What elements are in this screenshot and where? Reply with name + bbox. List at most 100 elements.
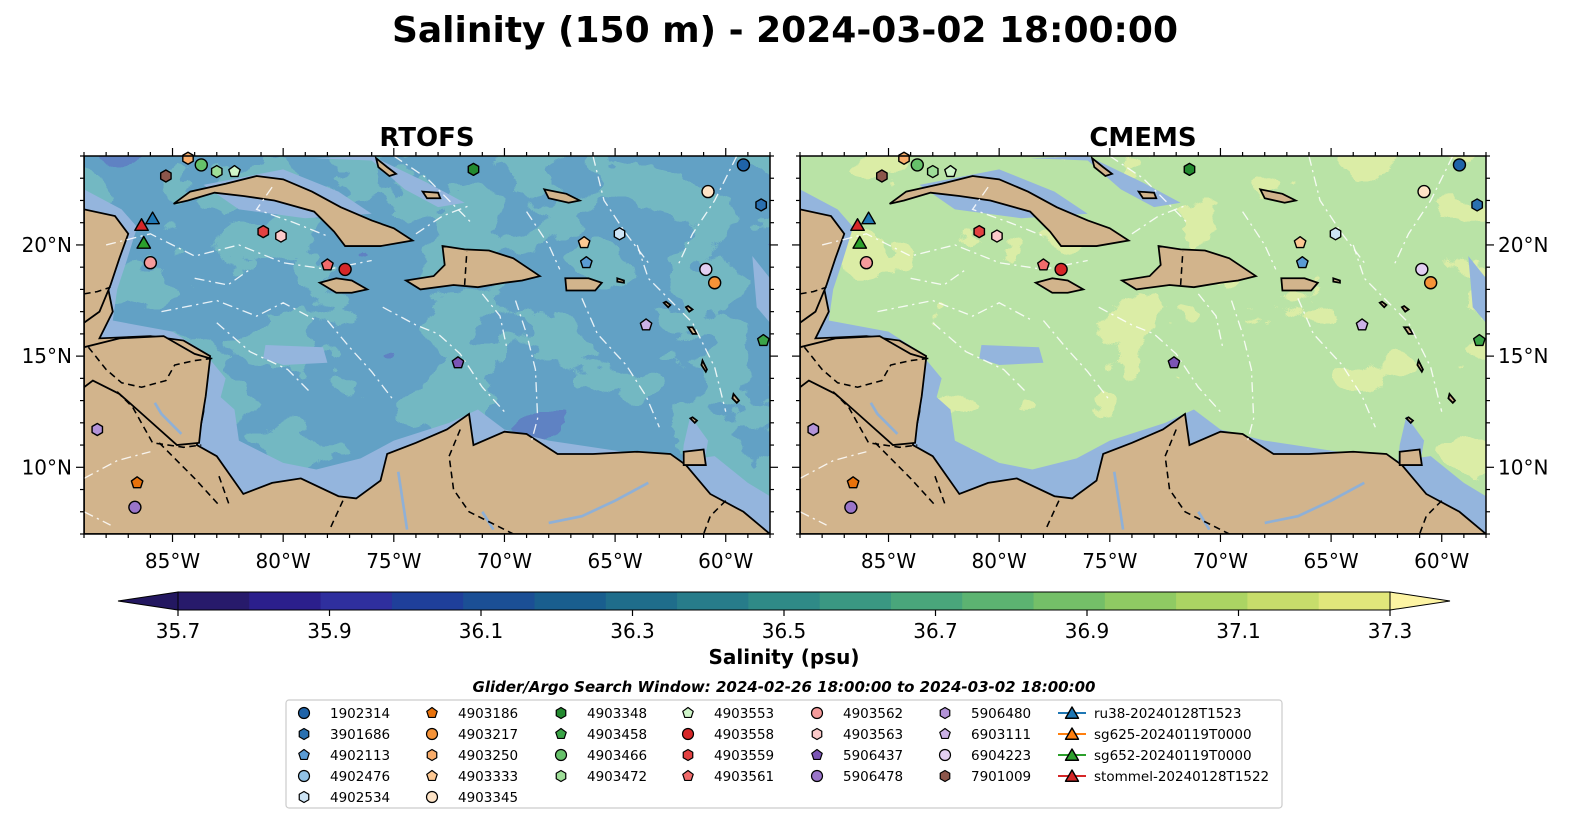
legend-marker	[811, 727, 823, 741]
legend-label: 4902534	[330, 790, 390, 806]
colorbar-tick-label: 36.3	[610, 619, 655, 643]
legend-marker	[681, 727, 695, 741]
legend-label: 4903348	[587, 706, 647, 722]
colorbar-bin	[534, 592, 607, 610]
float-5906480	[807, 422, 820, 437]
legend-label: 6903111	[971, 727, 1031, 743]
legend-marker	[1064, 769, 1080, 782]
colorbar-tick-label: 36.9	[1065, 619, 1110, 643]
float-4903345	[701, 184, 715, 199]
legend-marker	[426, 748, 438, 762]
colorbar-bin	[748, 592, 821, 610]
legend-marker	[425, 790, 439, 804]
legend-marker	[939, 727, 951, 740]
colorbar-tick-label: 36.1	[459, 619, 504, 643]
legend-label: 4903458	[587, 727, 647, 743]
colorbar-bin	[320, 592, 393, 610]
float-4903561	[321, 258, 334, 271]
legend-label: 5906437	[843, 748, 903, 764]
colorbar-bin	[463, 592, 536, 610]
legend-marker	[682, 706, 694, 719]
float-4902113	[1295, 256, 1309, 269]
map-area	[800, 156, 1486, 534]
float-4903561	[1037, 258, 1050, 271]
legend-label: sg625-20240119T0000	[1094, 727, 1252, 743]
float-4903466	[910, 158, 924, 172]
legend-label: 3901686	[330, 727, 390, 743]
float-4903562	[859, 256, 874, 270]
legend-label: 4903562	[843, 706, 903, 722]
x-tick-label: 80°W	[256, 549, 311, 573]
legend-marker	[298, 727, 310, 741]
float-4903558	[338, 262, 352, 277]
float-4903217	[1423, 276, 1438, 290]
float-4903472	[926, 164, 939, 179]
colorbar-tick-label: 35.7	[156, 619, 201, 643]
legend-marker	[297, 769, 311, 783]
legend-marker	[810, 769, 824, 783]
colorbar-bin	[1176, 592, 1249, 610]
legend-label: 4902476	[330, 769, 390, 785]
legend-label: 4903563	[843, 727, 903, 743]
legend-label: 4903217	[458, 727, 518, 743]
float-4903345	[1417, 184, 1431, 199]
colorbar-under-extension	[117, 591, 179, 611]
float-4903250	[898, 151, 910, 165]
float-1902314	[736, 158, 751, 172]
legend-marker	[1064, 748, 1080, 761]
float-4903562	[143, 256, 158, 270]
x-tick-label: 65°W	[1303, 549, 1358, 573]
float-5906478	[128, 500, 142, 515]
float-4902534	[613, 227, 626, 241]
legend-marker	[682, 748, 694, 762]
legend-label: 4902113	[330, 748, 390, 764]
legend-label: 4903553	[714, 706, 774, 722]
colorbar-tick-label: 37.1	[1216, 619, 1261, 643]
float-4903458	[1472, 333, 1486, 347]
legend-label: 4903345	[458, 790, 518, 806]
legend-marker	[939, 706, 951, 720]
float-6903111	[1355, 318, 1369, 331]
legend-label: 6904223	[971, 748, 1031, 764]
glider-ru38	[861, 211, 877, 225]
legend-marker	[426, 769, 438, 782]
legend-label: ru38-20240128T1523	[1094, 706, 1241, 722]
y-tick-label: 10°N	[22, 455, 72, 479]
float-5906480	[91, 422, 104, 437]
x-tick-label: 65°W	[587, 549, 642, 573]
x-tick-label: 70°W	[477, 549, 532, 573]
colorbar-bin	[890, 592, 963, 610]
legend-marker	[425, 727, 439, 741]
float-4903250	[182, 151, 194, 165]
legend-marker	[555, 706, 567, 720]
legend-label: 4903333	[458, 769, 518, 785]
y-tick-label: 15°N	[22, 344, 72, 368]
colorbar-bin	[1104, 592, 1177, 610]
float-4903333	[577, 236, 591, 249]
legend-marker	[555, 727, 567, 740]
legend-label: 4903250	[458, 748, 518, 764]
float-4902113	[579, 256, 593, 269]
legend-label: 4903466	[587, 748, 647, 764]
legend-marker	[810, 706, 824, 720]
legend-label: 4903186	[458, 706, 518, 722]
legend-label: sg652-20240119T0000	[1094, 748, 1252, 764]
colorbar-bin	[1318, 592, 1391, 610]
legend-label: stommel-20240128T1522	[1094, 769, 1269, 785]
colorbar-bin	[819, 592, 892, 610]
y-tick-label: 15°N	[1498, 344, 1548, 368]
colorbar: 35.7 35.9 36.1 36.3 36.5 36.7 36.9 37.1 37.3 Sali…	[117, 591, 1451, 669]
panel-title: RTOFS	[379, 123, 474, 153]
map-area	[84, 156, 770, 534]
legend-label: 5906480	[971, 706, 1031, 722]
legend-title: Glider/Argo Search Window: 2024-02-26 18…	[473, 678, 1096, 696]
legend-marker	[1064, 727, 1080, 740]
x-tick-label: 75°W	[1082, 549, 1137, 573]
legend-marker	[426, 706, 438, 719]
chart-root: RTOFS 85°W 80°W 75°W 70°W 65°W 60°W 10°N 15°N 20°…	[22, 123, 1548, 809]
colorbar-label: Salinity (psu)	[708, 645, 859, 669]
float-4903559	[973, 224, 986, 239]
legend-label: 4903472	[587, 769, 647, 785]
legend-marker	[298, 790, 310, 804]
legend-label: 4903561	[714, 769, 774, 785]
